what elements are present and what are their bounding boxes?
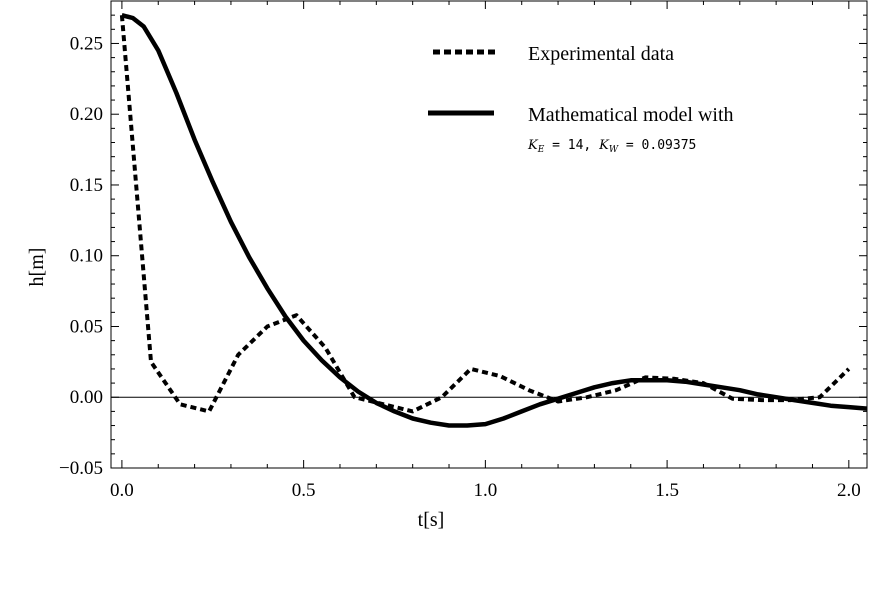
- kw-subscript: W: [609, 145, 619, 155]
- legend-model-parameters: KE = 14, KW = 0.09375: [527, 138, 696, 155]
- x-tick-label: 0.5: [292, 480, 316, 501]
- y-tick-label: 0.10: [70, 246, 103, 267]
- x-tick-label: 1.5: [655, 480, 679, 501]
- series-model-line: [121, 13, 868, 428]
- kw-symbol: K: [598, 138, 610, 153]
- ke-value: = 14,: [544, 138, 599, 153]
- y-tick-label: 0.05: [70, 316, 103, 337]
- y-tick-label: 0.15: [70, 175, 103, 196]
- legend-label-model: Mathematical model with: [528, 104, 734, 126]
- x-tick-label: 1.0: [473, 480, 497, 501]
- x-tick-label: 0.0: [110, 480, 134, 501]
- legend-label-experimental: Experimental data: [528, 43, 674, 65]
- ke-symbol: K: [527, 138, 539, 153]
- legend: Experimental data Mathematical model wit…: [428, 43, 734, 155]
- axis-ticks: 0.0 0.5 1.0 1.5 2.0 −0.05 0.00 0.05 0.10 0.15 0.20…: [59, 0, 867, 501]
- y-tick-label: 0.25: [70, 33, 103, 54]
- y-tick-label: 0.20: [70, 104, 103, 125]
- plot-frame: [110, 0, 868, 469]
- x-axis-label: t[s]: [418, 509, 445, 531]
- y-tick-label: 0.00: [70, 387, 103, 408]
- x-tick-label: 2.0: [837, 480, 861, 501]
- ke-subscript: E: [537, 145, 545, 155]
- kw-value: = 0.09375: [618, 138, 696, 153]
- y-axis-label: h[m]: [26, 248, 48, 287]
- series-experimental-line: [119, 15, 851, 414]
- series-layer: [119, 13, 868, 428]
- y-tick-label: −0.05: [59, 458, 103, 479]
